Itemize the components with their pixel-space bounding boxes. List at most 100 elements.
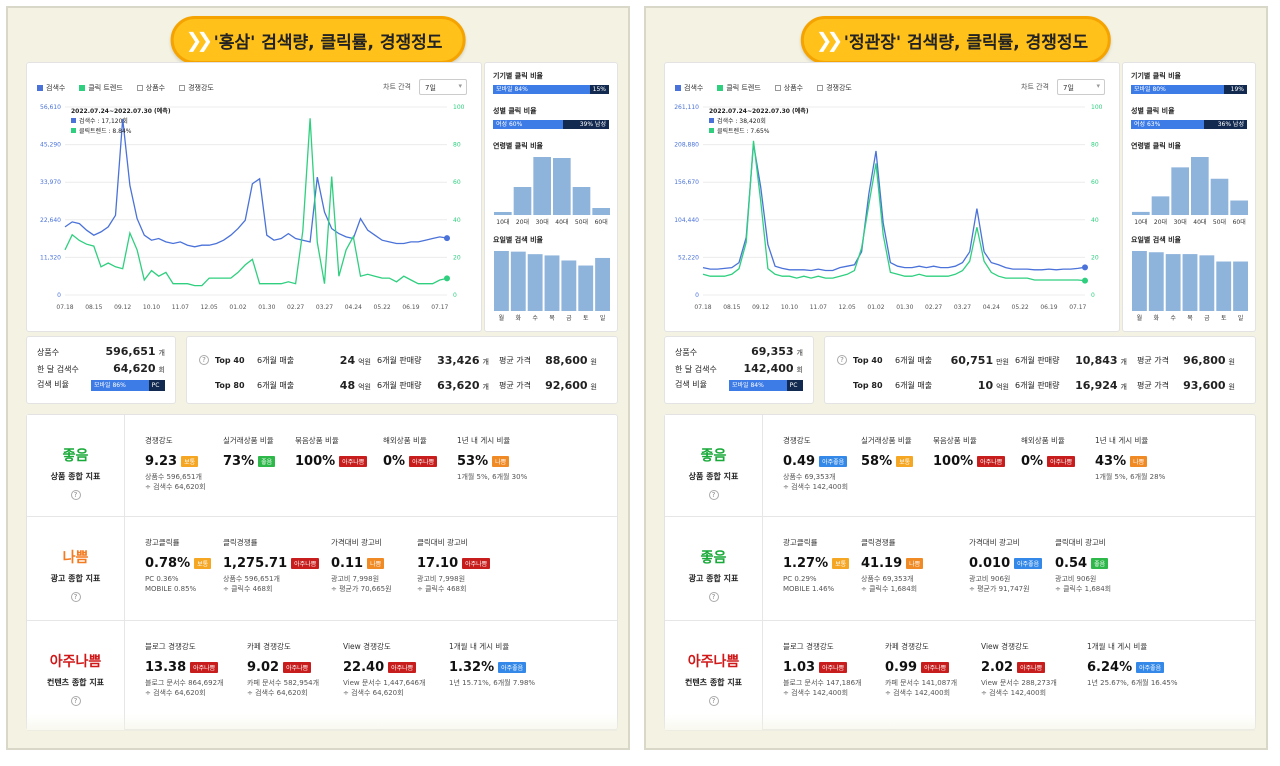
y-left-tick-label: 208,880 [674, 142, 699, 149]
gender-ratio-bar: 여성 60% 39% 남성 [493, 120, 609, 129]
help-icon[interactable]: ? [708, 696, 719, 706]
metric-status-badge: 아주나쁨 [462, 558, 491, 569]
x-tick-label: 04.24 [983, 304, 1000, 311]
age-ratio-bar [553, 158, 571, 215]
legend-item[interactable]: 상품수 [774, 83, 803, 93]
metric-status-badge: 아주나쁨 [388, 662, 417, 673]
metric-title: 광고클릭률 [783, 538, 818, 547]
monthly-search-value-wrap: 64,620 회 [113, 362, 165, 375]
device-ratio-title: 기기별 클릭 비율 [493, 72, 543, 80]
metric-value: 43% [1095, 454, 1127, 469]
indicator-metric: 블로그 경쟁강도 13.38 아주나쁨 블로그 문서수 864,692개 ÷ 검색수 6… [145, 641, 223, 698]
indicator-label: 컨텐츠 종합 지표 [46, 678, 105, 687]
product-count: 상품수 69,353 개 [675, 345, 803, 362]
y-right-tick-label: 0 [1091, 292, 1095, 299]
metric-detail-line: ÷ 클릭수 1,684회 [861, 585, 918, 593]
indicator-grade: 아주나쁨 [687, 654, 740, 670]
metric-detail-line: 1년 15.71%, 6개월 7.98% [449, 679, 536, 687]
search-ratio-pc: PC 14% [148, 380, 165, 400]
indicator-summary: 나쁨 광고 종합 지표? [27, 517, 125, 620]
price-value-wrap: 93,600 원 [1183, 379, 1235, 392]
legend-item[interactable]: 클릭 트렌드 [79, 83, 123, 93]
help-icon[interactable]: ? [70, 592, 81, 602]
age-ratio-bar [1191, 157, 1209, 215]
x-tick-label: 06.19 [402, 304, 419, 311]
product-count-value-wrap: 69,353 개 [751, 345, 803, 358]
metric-value: 0.54 [1055, 556, 1088, 571]
age-ratio-title: 연령별 클릭 비율 [493, 142, 543, 150]
legend-label: 상품수 [145, 84, 166, 92]
y-left-tick-label: 56,610 [40, 104, 61, 111]
gender-ratio-secondary: 36% 남성 [1204, 120, 1247, 129]
top-row: Top 80 6개월 매출 48 억원 6개월 판매량 63,620 개 평균 가격 92,60… [187, 375, 617, 395]
indicator-metric: 클릭대비 광고비 17.10 아주나쁨 광고비 7,998원 ÷ 클릭수 468회 [417, 537, 491, 594]
metric-status-badge: 아주나쁨 [291, 558, 320, 569]
x-tick-label: 10.10 [143, 304, 160, 311]
top-row: ? Top 40 6개월 매출 24 억원 6개월 판매량 33,426 개 평균 가격 88,6… [187, 350, 617, 370]
metric-status-badge: 아주나쁨 [1047, 456, 1076, 467]
weekday-ratio-bar [1165, 254, 1181, 311]
metric-detail-line: 광고비 906원 [1055, 575, 1097, 583]
qty-value: 10,843 [1075, 353, 1118, 367]
metric-title: 해외상품 비율 [383, 436, 427, 445]
interval-label: 차트 간격 [1021, 83, 1049, 91]
search-ratio-pc: PC 16% [786, 380, 803, 400]
y-left-tick-label: 0 [57, 292, 61, 299]
sales-value: 60,751 [950, 353, 994, 367]
metric-title: 묶음상품 비율 [295, 436, 339, 445]
help-icon[interactable]: ? [199, 355, 209, 365]
legend-item[interactable]: 검색수 [37, 83, 65, 93]
help-icon[interactable]: ? [70, 696, 81, 706]
legend-item[interactable]: 경쟁강도 [817, 83, 852, 93]
legend-item[interactable]: 경쟁강도 [179, 83, 214, 93]
weekday-ratio-bar [1132, 251, 1147, 311]
legend-item[interactable]: 검색수 [675, 83, 703, 93]
qty-value-wrap: 10,843 개 [1075, 354, 1127, 367]
legend-item[interactable]: 클릭 트렌드 [717, 83, 761, 93]
metric-detail-line: ÷ 검색수 142,400회 [783, 689, 849, 697]
monthly-search-value: 142,400 [743, 362, 794, 375]
indicator-metric: 광고클릭률 1.27% 보통 PC 0.29% MOBILE 1.46% [783, 537, 850, 594]
qty-unit: 개 [1120, 382, 1127, 391]
age-ratio-label: 10대 [496, 218, 509, 226]
metric-value: 0.010 [969, 556, 1011, 571]
help-icon[interactable]: ? [708, 490, 719, 500]
metric-detail-line: ÷ 검색수 142,400회 [981, 689, 1047, 697]
interval-select[interactable]: 7일 [419, 79, 467, 95]
product-count-unit: 개 [796, 349, 803, 357]
search-ratio-bar: 모바일 84% PC 16% [729, 380, 803, 400]
gender-ratio-title: 성별 클릭 비율 [1131, 107, 1175, 115]
spacer [493, 323, 609, 331]
interval-select[interactable]: 7일 [1057, 79, 1105, 95]
legend-item[interactable]: 상품수 [136, 83, 166, 93]
weekday-ratio-bar [494, 251, 509, 311]
trend-line-chart: 261,110 100 208,880 80 156,670 60 104,440 40 52,… [674, 104, 1102, 311]
metric-value-row: 1.03 아주나쁨 [783, 660, 861, 675]
help-icon[interactable]: ? [837, 355, 847, 365]
metric-value: 100% [933, 454, 974, 469]
price-label: 평균 가격 [1137, 380, 1169, 390]
qty-value: 33,426 [437, 353, 480, 367]
sales-unit: 억원 [358, 382, 371, 391]
indicator-grade: 좋음 [700, 448, 727, 464]
tooltip-search: 검색수 : 17,120회 [79, 117, 128, 125]
x-tick-label: 02.27 [287, 304, 304, 311]
sales-label: 6개월 매출 [895, 355, 933, 365]
indicator-section: 좋음 상품 종합 지표? 경쟁강도 0.49 아주좋음 상품수 69,353개 ÷ 검색수 … [665, 415, 1255, 517]
price-unit: 원 [1228, 382, 1235, 391]
metric-detail: 상품수 69,353개 ÷ 검색수 142,400회 [783, 472, 848, 492]
metric-status-badge: 좋음 [258, 456, 276, 467]
metric-value: 41.19 [861, 556, 903, 571]
help-icon[interactable]: ? [70, 490, 81, 500]
metric-status-badge: 나쁨 [367, 558, 385, 569]
indicator-metric: 클릭경쟁률 41.19 나쁨 상품수 69,353개 ÷ 클릭수 1,684회 [861, 537, 924, 594]
metric-status-badge: 아주좋음 [1136, 662, 1165, 673]
help-icon[interactable]: ? [708, 592, 719, 602]
legend-label: 클릭 트렌드 [726, 84, 761, 92]
indicator-summary: 아주나쁨 컨텐츠 종합 지표? [665, 621, 763, 730]
product-count: 상품수 596,651 개 [37, 345, 165, 362]
metric-detail-line: 광고비 906원 [969, 575, 1011, 583]
x-tick-label: 05.22 [374, 304, 391, 311]
metric-status-badge: 아주나쁨 [190, 662, 219, 673]
